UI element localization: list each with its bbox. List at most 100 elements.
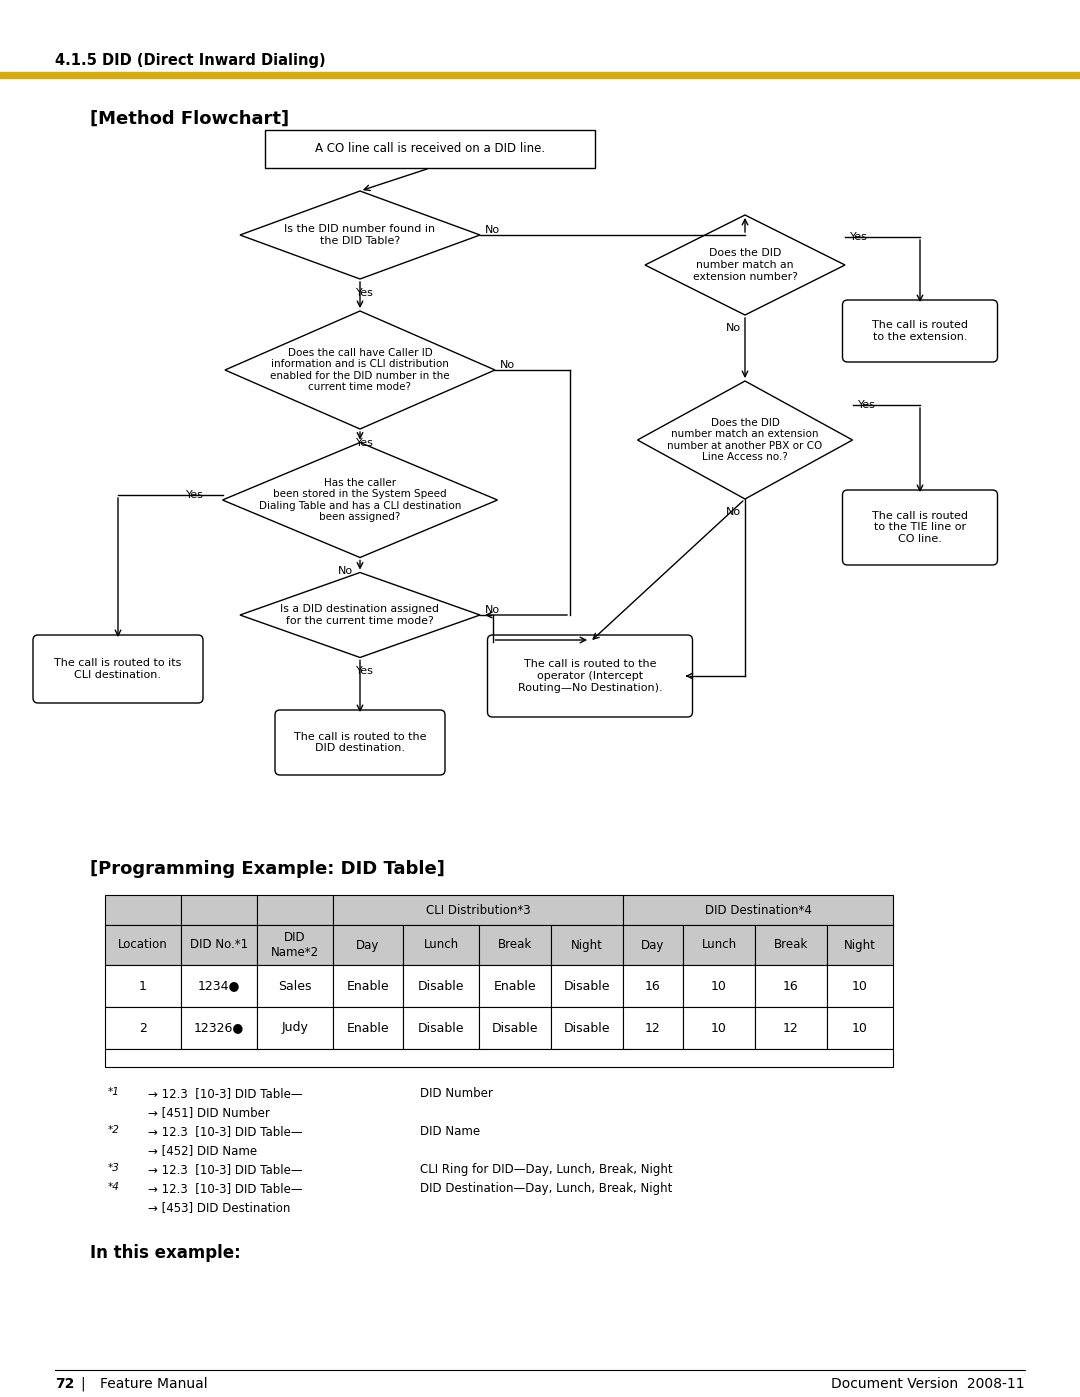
Text: [Method Flowchart]: [Method Flowchart]	[90, 110, 289, 129]
Text: 72: 72	[55, 1377, 75, 1391]
Text: Location: Location	[118, 939, 167, 951]
Text: → 12.3  [10-3] DID Table—: → 12.3 [10-3] DID Table—	[148, 1125, 302, 1139]
Bar	[403, 965, 480, 1007]
Text: Judy: Judy	[282, 1021, 309, 1035]
Text: The call is routed
to the TIE line or
CO line.: The call is routed to the TIE line or CO…	[872, 511, 968, 543]
Text: Break: Break	[498, 939, 532, 951]
Text: 1234●: 1234●	[198, 979, 240, 992]
Text: 16: 16	[645, 979, 661, 992]
Bar	[683, 925, 755, 965]
Bar	[105, 1007, 181, 1049]
Bar	[257, 925, 333, 965]
Text: No: No	[337, 566, 352, 576]
Bar	[623, 895, 893, 925]
Bar	[827, 965, 893, 1007]
Text: *3: *3	[108, 1162, 120, 1173]
Bar	[403, 1007, 480, 1049]
Bar	[623, 925, 683, 965]
Polygon shape	[637, 381, 852, 499]
Text: Does the DID
number match an
extension number?: Does the DID number match an extension n…	[692, 249, 797, 282]
Text: The call is routed to its
CLI destination.: The call is routed to its CLI destinatio…	[54, 658, 181, 680]
Text: DID Number: DID Number	[420, 1087, 492, 1099]
Text: Is the DID number found in
the DID Table?: Is the DID number found in the DID Table…	[284, 224, 435, 246]
Text: Lunch: Lunch	[423, 939, 459, 951]
Bar	[623, 965, 683, 1007]
Bar	[755, 965, 827, 1007]
Text: 12: 12	[645, 1021, 661, 1035]
Text: → [452] DID Name: → [452] DID Name	[148, 1144, 257, 1157]
Bar	[755, 1007, 827, 1049]
Bar	[181, 895, 257, 925]
Text: 2: 2	[139, 1021, 147, 1035]
Text: *2: *2	[108, 1125, 120, 1134]
Text: *4: *4	[108, 1182, 120, 1192]
Bar	[257, 895, 333, 925]
Text: Yes: Yes	[356, 288, 374, 298]
Text: Yes: Yes	[356, 439, 374, 448]
Bar	[403, 925, 480, 965]
Bar	[333, 895, 623, 925]
Text: Lunch: Lunch	[701, 939, 737, 951]
Bar	[105, 1049, 893, 1067]
Bar	[333, 965, 403, 1007]
Text: 16: 16	[783, 979, 799, 992]
Polygon shape	[240, 573, 480, 658]
Text: DID
Name*2: DID Name*2	[271, 930, 319, 958]
Bar	[755, 925, 827, 965]
Bar	[333, 1007, 403, 1049]
Text: The call is routed to the
operator (Intercept
Routing—No Destination).: The call is routed to the operator (Inte…	[517, 659, 662, 693]
Text: → 12.3  [10-3] DID Table—: → 12.3 [10-3] DID Table—	[148, 1162, 302, 1176]
Text: 10: 10	[711, 1021, 727, 1035]
Text: → 12.3  [10-3] DID Table—: → 12.3 [10-3] DID Table—	[148, 1087, 302, 1099]
Bar	[181, 925, 257, 965]
Bar	[480, 965, 551, 1007]
Text: Disable: Disable	[564, 1021, 610, 1035]
Text: → [451] DID Number: → [451] DID Number	[148, 1106, 270, 1119]
Text: Does the DID
number match an extension
number at another PBX or CO
Line Access n: Does the DID number match an extension n…	[667, 418, 823, 462]
Bar	[0, 73, 1080, 78]
FancyBboxPatch shape	[487, 636, 692, 717]
Text: Enable: Enable	[347, 1021, 389, 1035]
Text: Enable: Enable	[347, 979, 389, 992]
Bar	[683, 1007, 755, 1049]
Text: Day: Day	[642, 939, 664, 951]
Text: A CO line call is received on a DID line.: A CO line call is received on a DID line…	[315, 142, 545, 155]
Bar	[257, 1007, 333, 1049]
Text: DID Name: DID Name	[420, 1125, 481, 1139]
Text: DID Destination*4: DID Destination*4	[704, 904, 811, 916]
Text: Disable: Disable	[418, 979, 464, 992]
Text: *1: *1	[108, 1087, 120, 1097]
Bar	[105, 895, 181, 925]
Bar	[480, 925, 551, 965]
Text: Yes: Yes	[850, 232, 868, 242]
Text: Does the call have Caller ID
information and is CLI distribution
enabled for the: Does the call have Caller ID information…	[270, 348, 449, 393]
Polygon shape	[240, 191, 480, 279]
FancyBboxPatch shape	[33, 636, 203, 703]
Text: Has the caller
been stored in the System Speed
Dialing Table and has a CLI desti: Has the caller been stored in the System…	[259, 478, 461, 522]
Text: Yes: Yes	[356, 666, 374, 676]
Text: Enable: Enable	[494, 979, 537, 992]
Bar	[551, 965, 623, 1007]
Text: DID No.*1: DID No.*1	[190, 939, 248, 951]
FancyBboxPatch shape	[842, 300, 998, 362]
Bar	[257, 965, 333, 1007]
Text: 1: 1	[139, 979, 147, 992]
Text: DID Destination—Day, Lunch, Break, Night: DID Destination—Day, Lunch, Break, Night	[420, 1182, 673, 1194]
Bar	[265, 130, 595, 168]
Bar	[551, 1007, 623, 1049]
Text: [Programming Example: DID Table]: [Programming Example: DID Table]	[90, 861, 445, 877]
Text: The call is routed to the
DID destination.: The call is routed to the DID destinatio…	[294, 732, 427, 753]
Text: Disable: Disable	[564, 979, 610, 992]
FancyBboxPatch shape	[842, 490, 998, 564]
Text: CLI Ring for DID—Day, Lunch, Break, Night: CLI Ring for DID—Day, Lunch, Break, Nigh…	[420, 1162, 673, 1176]
Text: Break: Break	[774, 939, 808, 951]
Text: Day: Day	[356, 939, 380, 951]
Bar	[105, 925, 181, 965]
Bar	[683, 965, 755, 1007]
Text: Document Version  2008-11: Document Version 2008-11	[832, 1377, 1025, 1391]
Text: 10: 10	[852, 1021, 868, 1035]
Text: No: No	[726, 507, 741, 517]
Text: Yes: Yes	[858, 400, 876, 409]
Bar	[480, 1007, 551, 1049]
FancyBboxPatch shape	[275, 710, 445, 775]
